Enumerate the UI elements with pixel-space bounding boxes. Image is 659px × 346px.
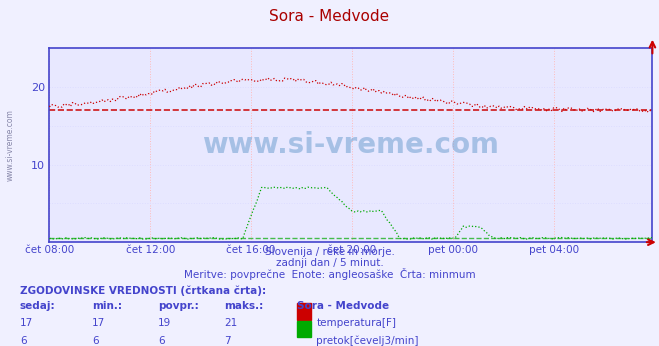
Text: Meritve: povprečne  Enote: angleosaške  Črta: minmum: Meritve: povprečne Enote: angleosaške Čr… [184,268,475,280]
Text: 6: 6 [158,336,165,346]
Text: ZGODOVINSKE VREDNOSTI (črtkana črta):: ZGODOVINSKE VREDNOSTI (črtkana črta): [20,285,266,296]
Text: zadnji dan / 5 minut.: zadnji dan / 5 minut. [275,258,384,268]
Text: 17: 17 [20,318,33,328]
Text: maks.:: maks.: [224,301,264,311]
Text: 21: 21 [224,318,237,328]
Text: www.si-vreme.com: www.si-vreme.com [5,109,14,181]
Text: Sora - Medvode: Sora - Medvode [297,301,389,311]
Text: min.:: min.: [92,301,123,311]
Text: 7: 7 [224,336,231,346]
Text: Sora - Medvode: Sora - Medvode [270,9,389,24]
Text: Slovenija / reke in morje.: Slovenija / reke in morje. [264,247,395,257]
Text: 6: 6 [20,336,26,346]
Text: 6: 6 [92,336,99,346]
Text: temperatura[F]: temperatura[F] [316,318,396,328]
Text: sedaj:: sedaj: [20,301,55,311]
Text: pretok[čevelj3/min]: pretok[čevelj3/min] [316,336,419,346]
Text: www.si-vreme.com: www.si-vreme.com [202,131,500,159]
Text: 19: 19 [158,318,171,328]
Text: 17: 17 [92,318,105,328]
Text: povpr.:: povpr.: [158,301,199,311]
